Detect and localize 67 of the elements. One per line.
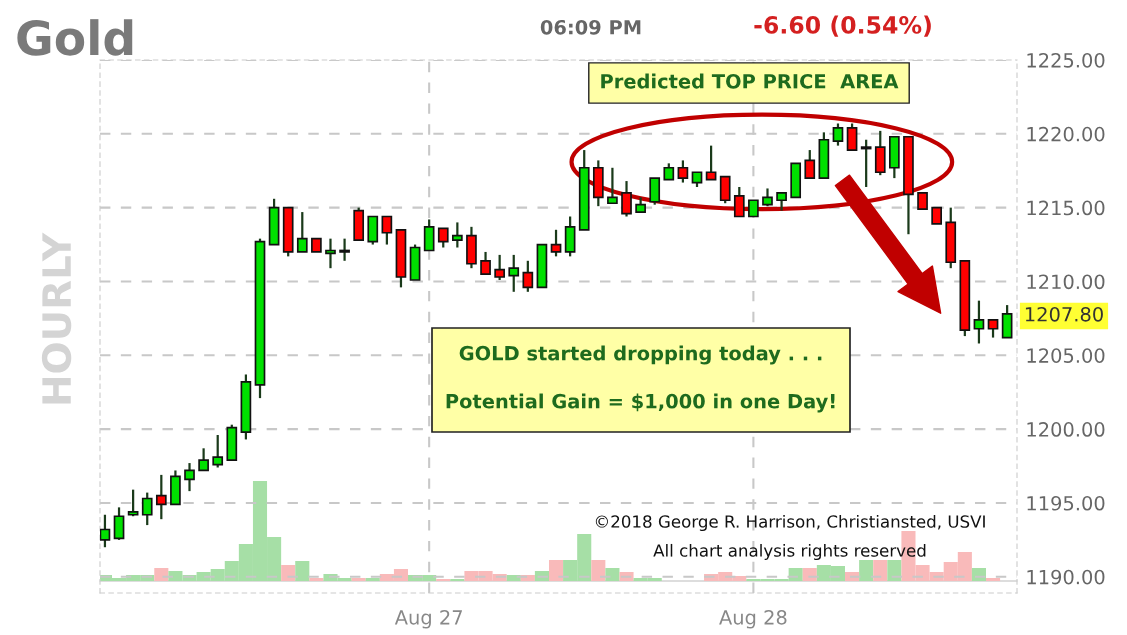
bar bbox=[295, 561, 310, 581]
candlestick bbox=[339, 237, 350, 262]
y-tick-label: 1195.00 bbox=[1027, 495, 1105, 511]
y-tick-label: 1200.00 bbox=[1027, 422, 1105, 437]
y-tick-label: 1220.00 bbox=[1027, 126, 1105, 142]
text: 1207.80 bbox=[1025, 306, 1103, 322]
y-tick-label: 1210.00 bbox=[1027, 274, 1105, 290]
y-tick-label: 1215.00 bbox=[1027, 200, 1105, 216]
bar bbox=[619, 572, 634, 581]
candlestick bbox=[607, 166, 618, 205]
candlestick bbox=[141, 491, 153, 527]
candlestick bbox=[733, 185, 745, 218]
candlestick bbox=[423, 218, 435, 252]
candlestick bbox=[550, 228, 562, 258]
candlestick bbox=[973, 299, 985, 345]
annotation: GOLD started dropping today . . . bbox=[459, 345, 822, 365]
candlestick bbox=[705, 144, 717, 181]
candlestick bbox=[677, 159, 689, 184]
candlestick bbox=[860, 138, 872, 189]
candlestick bbox=[719, 175, 731, 205]
candlestick bbox=[127, 488, 139, 518]
candlestick bbox=[522, 259, 534, 293]
y-tick-label: 1190.00 bbox=[1027, 569, 1105, 585]
candlestick bbox=[1001, 303, 1013, 339]
bar bbox=[605, 568, 620, 581]
bar bbox=[154, 568, 169, 581]
candlestick bbox=[381, 215, 393, 246]
bar bbox=[591, 560, 606, 581]
bar bbox=[548, 560, 564, 581]
y-tick-label: 1225.00 bbox=[1027, 52, 1105, 68]
annotation: Potential Gain = $1,000 in one Day! bbox=[446, 393, 835, 413]
candlestick bbox=[649, 177, 661, 206]
bar bbox=[802, 568, 817, 581]
y-tick-label: 1205.00 bbox=[1027, 348, 1105, 363]
annotation: ©2018 George R. Harrison, Christiansted, USVI bbox=[595, 514, 985, 532]
candlestick bbox=[184, 461, 195, 493]
annotation: Predicted TOP PRICE AREA bbox=[601, 73, 899, 89]
chart-title: Gold bbox=[17, 19, 133, 56]
candlestick bbox=[480, 250, 491, 276]
candlestick bbox=[452, 221, 463, 249]
candlestick bbox=[846, 122, 858, 152]
text: 06:09 PM bbox=[540, 19, 641, 35]
bar bbox=[887, 560, 902, 581]
candlestick bbox=[113, 506, 125, 541]
x-tick-label: Aug 28 bbox=[719, 610, 787, 629]
bar bbox=[873, 560, 888, 581]
candlestick bbox=[325, 237, 336, 270]
candlestick bbox=[621, 179, 632, 218]
bar bbox=[281, 565, 296, 581]
candlestick bbox=[198, 447, 209, 472]
candlestick bbox=[155, 473, 167, 521]
bar bbox=[309, 578, 324, 581]
text: -6.60 (0.54%) bbox=[754, 15, 931, 37]
bar bbox=[859, 560, 874, 581]
candlestick bbox=[212, 433, 224, 469]
candlestick bbox=[437, 227, 449, 249]
candlestick bbox=[804, 148, 816, 180]
x-tick-label: Aug 27 bbox=[394, 610, 462, 629]
candlestick bbox=[296, 210, 308, 254]
bar bbox=[985, 578, 1001, 581]
bar bbox=[365, 578, 380, 581]
bar bbox=[351, 578, 366, 581]
annotation: All chart analysis rights reserved bbox=[653, 543, 926, 561]
candlestick bbox=[100, 513, 111, 549]
candlestick bbox=[832, 122, 844, 147]
candlestick bbox=[494, 253, 505, 282]
candlestick bbox=[508, 253, 520, 293]
